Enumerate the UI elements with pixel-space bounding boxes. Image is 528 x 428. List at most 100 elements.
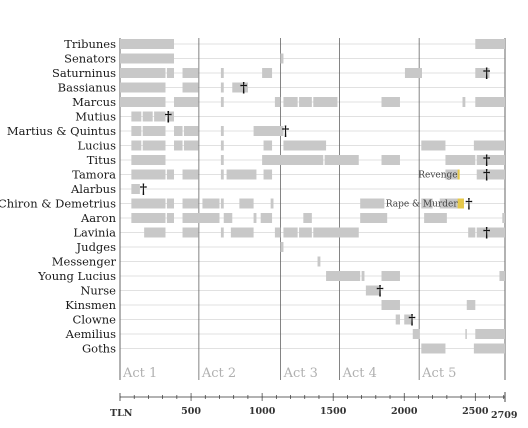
timeline-bar <box>202 198 220 209</box>
timeline-bar <box>142 126 166 136</box>
character-label: Judges <box>76 240 117 254</box>
annotation-label: Revenge <box>418 171 457 181</box>
timeline-bar <box>395 314 400 325</box>
timeline-bar <box>445 169 459 180</box>
act-label: Act 2 <box>201 366 236 381</box>
timeline-bar <box>381 97 400 107</box>
timeline-bar <box>182 169 199 180</box>
timeline-bar <box>131 169 166 180</box>
timeline-bar <box>220 169 224 180</box>
timeline-bar <box>421 343 446 354</box>
x-tick-label: 1500 <box>320 406 347 417</box>
timeline-bar <box>365 285 381 296</box>
act-label: Act 1 <box>122 366 157 381</box>
timeline-bar <box>270 198 274 209</box>
character-labels: TribunesSenatorsSaturninusBassianusMarcu… <box>0 37 117 356</box>
timeline-bar <box>283 97 298 107</box>
timeline-bar <box>154 111 166 122</box>
timeline-bar <box>421 140 446 151</box>
character-label: Chiron & Demetrius <box>0 197 116 211</box>
character-label: Goths <box>82 342 116 356</box>
timeline-bar <box>274 227 281 238</box>
death-marker: † <box>483 153 490 169</box>
timeline-bar <box>220 140 224 151</box>
timeline-bar <box>142 111 153 122</box>
timeline-bar <box>220 155 224 165</box>
timeline-bar <box>381 155 400 165</box>
timeline-bar <box>404 314 412 325</box>
timeline-bar <box>421 198 433 209</box>
timeline-bar <box>313 227 359 238</box>
timeline-bar <box>220 227 224 238</box>
character-label: Aemilius <box>65 327 116 341</box>
character-label: Kinsmen <box>65 298 116 312</box>
timeline-bar <box>476 169 505 180</box>
timeline-bar <box>182 82 199 93</box>
timeline-bar <box>166 111 175 122</box>
timeline-bar <box>183 126 199 136</box>
bars-layer: ††††††††††† <box>120 39 505 354</box>
timeline-bar <box>262 155 324 165</box>
annotation-highlight <box>457 198 464 209</box>
timeline-bar <box>182 227 199 238</box>
timeline-bar <box>404 68 423 78</box>
timeline-bar <box>142 140 166 151</box>
timeline-bar <box>283 140 327 151</box>
timeline-bar <box>361 271 365 281</box>
x-axis-label: TLN <box>110 408 133 419</box>
timeline-bar <box>476 155 505 165</box>
character-label: Saturninus <box>52 66 116 80</box>
timeline-bar <box>182 198 199 209</box>
character-label: Lavinia <box>73 226 116 240</box>
character-label: Tamora <box>72 168 116 182</box>
character-label: Marcus <box>72 95 116 109</box>
character-label: Titus <box>87 153 116 167</box>
timeline-bar <box>182 213 220 223</box>
timeline-bar <box>131 126 142 136</box>
timeline-bar <box>465 329 467 339</box>
timeline-bar <box>445 155 476 165</box>
annotation-highlight <box>457 169 460 180</box>
character-label: Tribunes <box>64 37 116 51</box>
character-label: Clowne <box>73 313 117 327</box>
acts-layer: Act 1 Act 2 Act 3 Act 4 Act 5 <box>119 38 506 381</box>
death-marker: † <box>282 124 289 140</box>
timeline-bar <box>220 97 224 107</box>
death-marker: † <box>408 313 415 329</box>
timeline-bar <box>263 140 273 151</box>
timeline-bar <box>120 39 175 49</box>
timeline-bar <box>360 198 385 209</box>
timeline-bar <box>499 271 505 281</box>
x-tick-label: 2000 <box>391 406 418 417</box>
timeline-bar <box>166 68 175 78</box>
timeline-bar <box>326 271 361 281</box>
timeline-bar <box>166 198 175 209</box>
timeline-bar <box>280 242 284 252</box>
timeline-bar <box>324 155 359 165</box>
timeline-bar <box>317 256 321 267</box>
timeline-bar <box>120 68 166 78</box>
character-label: Senators <box>64 52 116 66</box>
timeline-bar <box>182 68 199 78</box>
timeline-bar <box>183 140 199 151</box>
timeline-bar <box>232 82 248 93</box>
character-label: Lucius <box>78 139 117 153</box>
timeline-bar <box>475 329 505 339</box>
timeline-bar <box>166 213 175 223</box>
death-marker: † <box>140 182 147 198</box>
x-tick-label: 1000 <box>249 406 276 417</box>
timeline-bar <box>274 97 281 107</box>
act-label: Act 3 <box>283 366 318 381</box>
timeline-bar <box>439 198 464 209</box>
timeline-bar <box>283 227 298 238</box>
death-marker: † <box>483 168 490 184</box>
timeline-bar <box>220 82 224 93</box>
timeline-bar <box>262 68 273 78</box>
grid-layer <box>120 43 505 349</box>
timeline-bar <box>226 169 257 180</box>
timeline-bar <box>263 169 273 180</box>
character-label: Bassianus <box>58 81 116 95</box>
character-label: Young Lucius <box>37 269 116 283</box>
act-label: Act 5 <box>421 366 456 381</box>
